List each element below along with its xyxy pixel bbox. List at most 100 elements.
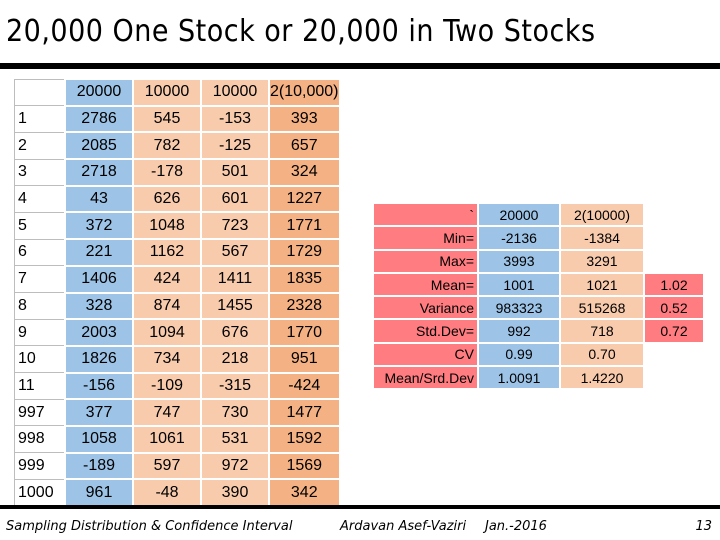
table-row: Max= 3993 3291 bbox=[372, 248, 705, 274]
value-10000-b-cell: 218 bbox=[200, 344, 270, 374]
table-row: 998 1058 1061 531 1592 bbox=[14, 424, 341, 454]
value-20000-cell: 221 bbox=[64, 238, 134, 267]
stat-label-cell: Variance bbox=[372, 295, 479, 321]
value-10000-b-cell: -315 bbox=[200, 371, 270, 401]
table-row: 4 43 626 601 1227 bbox=[14, 184, 341, 214]
stat-label-cell: Mean/Srd.Dev bbox=[372, 365, 479, 391]
stat-label-cell: Max= bbox=[372, 248, 479, 274]
title-rule bbox=[0, 63, 720, 69]
value-10000-a-cell: -178 bbox=[132, 158, 202, 187]
trial-number-cell: 4 bbox=[14, 185, 66, 213]
value-10000-b-cell: 1455 bbox=[200, 291, 270, 321]
table-row: 997 377 747 730 1477 bbox=[14, 398, 341, 427]
header-corner bbox=[14, 78, 66, 107]
stat-header-2x10000: 2(10000) bbox=[559, 201, 645, 228]
page-number: 13 bbox=[695, 519, 712, 534]
value-10000-b-cell: 601 bbox=[200, 184, 270, 214]
trial-number-cell: 6 bbox=[14, 238, 66, 267]
value-10000-b-cell: 390 bbox=[200, 478, 270, 507]
stat-ratio-cell bbox=[643, 365, 705, 391]
value-10000-b-cell: 723 bbox=[200, 211, 270, 241]
footer-course-title: Sampling Distribution & Confidence Inter… bbox=[6, 519, 293, 534]
statistics-header-row: ` 20000 2(10000) bbox=[372, 201, 704, 228]
value-20000-cell: 328 bbox=[64, 291, 134, 321]
trial-number-cell: 2 bbox=[14, 131, 66, 160]
value-10000-b-cell: 567 bbox=[200, 238, 270, 267]
value-2x10000-cell: -424 bbox=[268, 371, 341, 401]
value-10000-b-cell: 972 bbox=[200, 451, 270, 481]
value-10000-a-cell: 747 bbox=[132, 398, 202, 427]
table-row: 1 2786 545 -153 393 bbox=[14, 104, 341, 134]
header-10000-a: 10000 bbox=[132, 78, 202, 107]
stat-header-label: ` bbox=[372, 201, 479, 228]
value-20000-cell: 961 bbox=[64, 478, 134, 507]
value-10000-b-cell: -153 bbox=[200, 104, 270, 134]
trial-number-cell: 3 bbox=[14, 158, 66, 187]
stat-value-2x10000-cell: 1021 bbox=[559, 271, 645, 298]
stat-value-2x10000-cell: 0.70 bbox=[559, 341, 645, 368]
value-2x10000-cell: 1771 bbox=[268, 211, 341, 241]
table-row: 5 372 1048 723 1771 bbox=[14, 211, 341, 241]
value-20000-cell: 1406 bbox=[64, 264, 134, 294]
table-row: CV 0.99 0.70 bbox=[372, 341, 705, 368]
value-20000-cell: 1826 bbox=[64, 344, 134, 374]
value-10000-a-cell: 424 bbox=[132, 264, 202, 294]
header-2x10000: 2(10,000) bbox=[268, 78, 341, 107]
value-20000-cell: 377 bbox=[64, 398, 134, 427]
trial-number-cell: 7 bbox=[14, 265, 66, 293]
value-10000-a-cell: 1094 bbox=[132, 318, 202, 347]
value-10000-a-cell: 782 bbox=[132, 131, 202, 161]
stat-value-20000-cell: 3993 bbox=[477, 248, 561, 274]
footer-rule bbox=[0, 505, 720, 509]
value-2x10000-cell: 951 bbox=[268, 344, 341, 374]
stat-ratio-cell: 0.72 bbox=[643, 318, 705, 344]
value-20000-cell: 1058 bbox=[64, 424, 134, 454]
stat-value-20000-cell: 1.0091 bbox=[477, 365, 561, 391]
table-row: 7 1406 424 1411 1835 bbox=[14, 264, 341, 294]
value-10000-b-cell: 730 bbox=[200, 398, 270, 427]
statistics-table: ` 20000 2(10000) Min= -2136 -1384 Max= 3993 3… bbox=[372, 201, 705, 391]
footer-date: Jan.-2016 bbox=[485, 519, 547, 534]
stat-header-20000: 20000 bbox=[477, 201, 561, 228]
value-10000-a-cell: -48 bbox=[132, 478, 202, 507]
table-row: 999 -189 597 972 1569 bbox=[14, 451, 341, 481]
footer-author: Ardavan Asef-Vaziri bbox=[340, 519, 467, 534]
stat-ratio-cell: 0.52 bbox=[643, 295, 705, 321]
stat-ratio-cell bbox=[643, 225, 705, 251]
value-10000-a-cell: 1048 bbox=[132, 211, 202, 241]
table-row: 6 221 1162 567 1729 bbox=[14, 238, 341, 267]
stat-ratio-cell: 1.02 bbox=[643, 271, 705, 298]
value-2x10000-cell: 393 bbox=[268, 104, 341, 134]
value-2x10000-cell: 1569 bbox=[268, 451, 341, 481]
value-20000-cell: 2003 bbox=[64, 318, 134, 347]
stat-ratio-cell bbox=[643, 341, 705, 368]
value-10000-b-cell: 531 bbox=[200, 424, 270, 454]
trial-number-cell: 1000 bbox=[14, 478, 66, 507]
value-20000-cell: 2085 bbox=[64, 131, 134, 161]
table-row: 10 1826 734 218 951 bbox=[14, 344, 341, 374]
stat-value-20000-cell: 0.99 bbox=[477, 341, 561, 368]
trial-number-cell: 998 bbox=[14, 425, 66, 454]
stat-value-2x10000-cell: 515268 bbox=[559, 295, 645, 321]
trial-number-cell: 997 bbox=[14, 398, 66, 427]
value-20000-cell: 2718 bbox=[64, 158, 134, 187]
value-20000-cell: 2786 bbox=[64, 104, 134, 134]
trial-number-cell: 11 bbox=[14, 372, 66, 400]
value-10000-b-cell: 676 bbox=[200, 318, 270, 347]
value-2x10000-cell: 324 bbox=[268, 158, 341, 187]
stat-value-2x10000-cell: 1.4220 bbox=[559, 365, 645, 391]
value-2x10000-cell: 1477 bbox=[268, 398, 341, 427]
stat-value-2x10000-cell: 3291 bbox=[559, 248, 645, 274]
table-row: 2 2085 782 -125 657 bbox=[14, 131, 341, 161]
stat-value-20000-cell: 1001 bbox=[477, 271, 561, 298]
table-row: Min= -2136 -1384 bbox=[372, 225, 705, 251]
value-2x10000-cell: 1770 bbox=[268, 318, 341, 347]
value-10000-a-cell: 545 bbox=[132, 104, 202, 134]
value-20000-cell: 43 bbox=[64, 184, 134, 214]
value-2x10000-cell: 1729 bbox=[268, 238, 341, 267]
value-2x10000-cell: 1835 bbox=[268, 264, 341, 294]
table-row: 8 328 874 1455 2328 bbox=[14, 291, 341, 321]
header-20000: 20000 bbox=[64, 78, 134, 107]
stat-value-20000-cell: 983323 bbox=[477, 295, 561, 321]
value-2x10000-cell: 1227 bbox=[268, 184, 341, 214]
